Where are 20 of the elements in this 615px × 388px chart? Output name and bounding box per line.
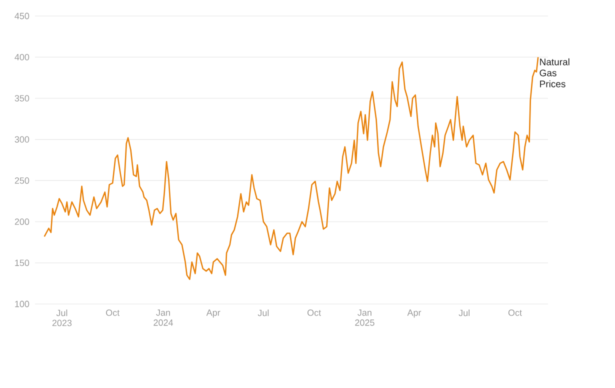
x-tick-label: Jul xyxy=(458,310,470,316)
x-tick-label: Oct xyxy=(106,310,120,316)
y-tick-label: 100 xyxy=(15,300,30,308)
x-tick-label: Apr xyxy=(206,310,220,318)
y-tick-label: 150 xyxy=(15,260,30,266)
x-tick-label: Jan 2024 xyxy=(154,310,173,326)
x-tick-label: Jan 2025 xyxy=(355,310,374,326)
x-tick-label: Oct xyxy=(508,310,522,316)
x-tick-label: Jul xyxy=(258,310,269,316)
y-tick-label: 200 xyxy=(14,218,30,225)
y-tick-label: 400 xyxy=(14,54,30,60)
series-label: Natural Gas Prices xyxy=(540,58,570,88)
y-tick-label: 300 xyxy=(14,136,30,143)
y-tick-label: 250 xyxy=(14,177,30,184)
x-tick-label: Apr xyxy=(407,310,422,318)
y-tick-label: 450 xyxy=(14,12,30,20)
x-tick-label: Oct xyxy=(307,310,322,316)
y-tick-label: 350 xyxy=(14,95,30,102)
x-tick-label: Jul 2023 xyxy=(52,310,72,326)
line-series xyxy=(44,56,539,280)
